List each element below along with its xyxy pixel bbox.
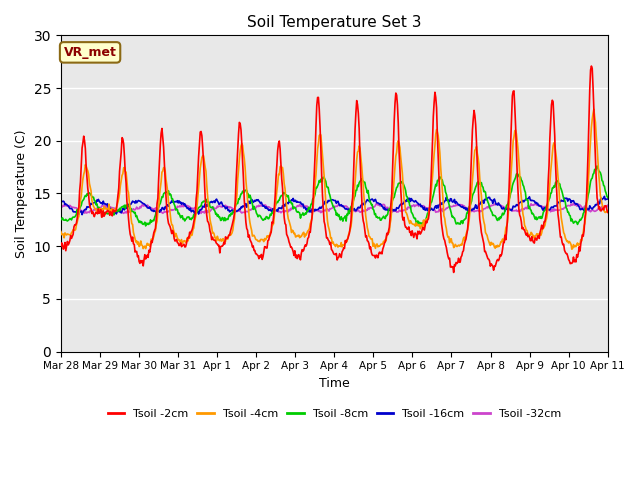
Tsoil -16cm	[604, 196, 612, 202]
Tsoil -4cm	[72, 222, 80, 228]
Tsoil -2cm	[57, 243, 65, 249]
Tsoil -16cm	[147, 206, 154, 212]
Tsoil -8cm	[593, 163, 601, 169]
Tsoil -8cm	[147, 217, 154, 223]
Tsoil -4cm	[568, 246, 575, 252]
Tsoil -16cm	[204, 203, 211, 209]
Tsoil -8cm	[604, 194, 612, 200]
Tsoil -2cm	[236, 120, 243, 125]
Tsoil -16cm	[57, 200, 65, 206]
Tsoil -8cm	[57, 216, 65, 221]
Tsoil -8cm	[204, 199, 211, 205]
Line: Tsoil -32cm: Tsoil -32cm	[61, 204, 608, 213]
Tsoil -2cm	[203, 213, 211, 218]
Tsoil -32cm	[197, 210, 205, 216]
Tsoil -2cm	[72, 220, 80, 226]
Tsoil -16cm	[518, 199, 526, 205]
Tsoil -16cm	[600, 193, 608, 199]
Tsoil -32cm	[554, 207, 562, 213]
Text: VR_met: VR_met	[63, 46, 116, 59]
Line: Tsoil -4cm: Tsoil -4cm	[61, 109, 608, 249]
Y-axis label: Soil Temperature (C): Soil Temperature (C)	[15, 129, 28, 258]
Tsoil -32cm	[236, 208, 244, 214]
Tsoil -32cm	[519, 206, 527, 212]
Tsoil -4cm	[236, 156, 243, 162]
Tsoil -8cm	[518, 178, 526, 184]
Legend: Tsoil -2cm, Tsoil -4cm, Tsoil -8cm, Tsoil -16cm, Tsoil -32cm: Tsoil -2cm, Tsoil -4cm, Tsoil -8cm, Tsoi…	[103, 405, 566, 423]
Tsoil -4cm	[552, 155, 560, 160]
Tsoil -2cm	[554, 199, 561, 204]
X-axis label: Time: Time	[319, 377, 349, 390]
Tsoil -4cm	[57, 228, 65, 234]
Line: Tsoil -2cm: Tsoil -2cm	[61, 66, 608, 273]
Tsoil -16cm	[236, 206, 244, 212]
Tsoil -32cm	[604, 203, 612, 208]
Tsoil -2cm	[604, 210, 612, 216]
Tsoil -16cm	[554, 202, 561, 208]
Line: Tsoil -8cm: Tsoil -8cm	[61, 166, 608, 226]
Tsoil -4cm	[146, 243, 154, 249]
Tsoil -32cm	[146, 205, 154, 211]
Tsoil -4cm	[203, 182, 211, 188]
Tsoil -2cm	[450, 270, 458, 276]
Tsoil -32cm	[57, 204, 65, 210]
Tsoil -8cm	[554, 178, 561, 184]
Tsoil -2cm	[518, 226, 526, 232]
Tsoil -8cm	[142, 223, 150, 229]
Tsoil -4cm	[604, 209, 612, 215]
Tsoil -4cm	[590, 107, 598, 112]
Tsoil -32cm	[72, 205, 80, 211]
Tsoil -2cm	[146, 249, 154, 255]
Tsoil -2cm	[588, 63, 595, 69]
Tsoil -32cm	[204, 207, 211, 213]
Line: Tsoil -16cm: Tsoil -16cm	[61, 196, 608, 215]
Tsoil -16cm	[78, 212, 86, 217]
Tsoil -4cm	[518, 195, 525, 201]
Tsoil -32cm	[494, 201, 502, 206]
Tsoil -8cm	[236, 194, 244, 200]
Tsoil -16cm	[72, 209, 80, 215]
Title: Soil Temperature Set 3: Soil Temperature Set 3	[247, 15, 422, 30]
Tsoil -8cm	[72, 212, 80, 217]
